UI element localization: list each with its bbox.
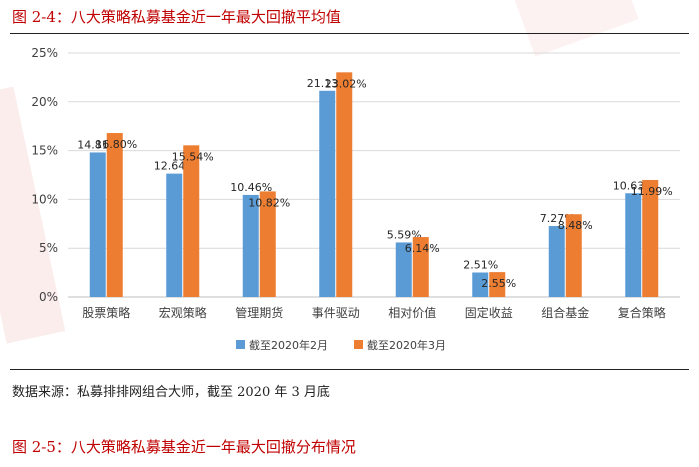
bar [166, 173, 183, 297]
bar [625, 193, 642, 297]
bar [565, 214, 582, 297]
data-label: 8.48% [558, 219, 593, 232]
bar [319, 90, 336, 297]
x-tick-label: 复合策略 [618, 305, 666, 320]
bar [548, 226, 565, 297]
x-tick-label: 固定收益 [465, 305, 513, 320]
bar [395, 242, 412, 297]
legend-swatch [354, 340, 363, 349]
x-tick-label: 相对价值 [388, 305, 436, 320]
bar [472, 272, 489, 297]
y-tick-label: 20% [31, 95, 58, 109]
data-label: 16.80% [95, 138, 137, 151]
figure-title: 图 2-4：八大策略私募基金近一年最大回撤平均值 [12, 8, 341, 26]
legend-label: 截至2020年2月 [249, 338, 328, 352]
y-tick-label: 10% [31, 192, 58, 206]
data-label: 15.54% [172, 150, 214, 163]
bar [183, 145, 200, 297]
legend-swatch [236, 340, 245, 349]
legend-label: 截至2020年3月 [367, 338, 446, 352]
chart-area: 0% 5% 10% 15% 20% 25% 14.81% 16.80% 股票策略 12.64% 15… [10, 36, 689, 366]
data-label: 11.99% [631, 185, 673, 198]
bar [106, 133, 123, 297]
x-tick-label: 组合基金 [541, 305, 589, 320]
data-label: 10.46% [230, 181, 272, 194]
bar [642, 179, 659, 297]
y-tick-label: 15% [31, 144, 58, 158]
data-source-note: 数据来源：私募排排网组合大师，截至 2020 年 3 月底 [12, 385, 330, 400]
data-label: 6.14% [405, 242, 440, 255]
bar [336, 72, 353, 297]
bar [412, 237, 429, 297]
bar [259, 191, 276, 297]
x-tick-label: 管理期货 [235, 305, 283, 320]
top-rule [10, 33, 689, 34]
data-label: 2.55% [481, 277, 516, 290]
x-tick-label: 事件驱动 [312, 306, 360, 320]
x-tick-label: 股票策略 [82, 305, 130, 320]
y-tick-label: 5% [39, 241, 58, 255]
bar-chart: 0%5%10%15%20%25%14.81%16.80%股票策略12.64%15… [31, 46, 680, 352]
y-tick-label: 25% [31, 46, 58, 60]
data-label: 23.02% [325, 77, 367, 90]
bar [489, 272, 506, 297]
next-figure-title: 图 2-5：八大策略私募基金近一年最大回撤分布情况 [12, 438, 356, 456]
bar [89, 152, 106, 297]
data-label: 10.82% [248, 196, 290, 209]
x-tick-label: 宏观策略 [159, 305, 207, 320]
data-label: 2.51% [463, 259, 498, 272]
bottom-rule [10, 369, 689, 370]
bar [242, 194, 259, 297]
y-tick-label: 0% [39, 290, 58, 304]
